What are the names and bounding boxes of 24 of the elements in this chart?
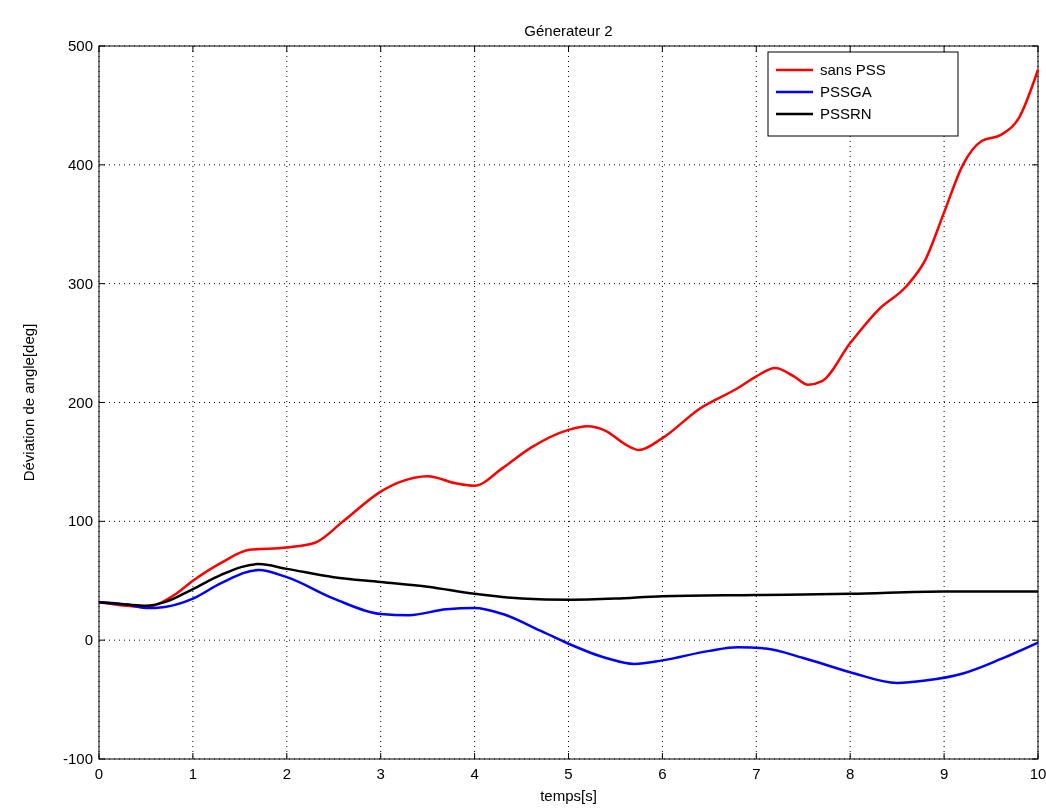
y-tick-label: -100: [62, 750, 93, 767]
x-tick-label: 10: [1029, 765, 1046, 782]
x-tick-label: 2: [282, 765, 291, 782]
y-axis-title: Déviation de angle[deg]: [20, 323, 37, 482]
x-tick-label: 9: [939, 765, 949, 782]
y-tick-label: 500: [67, 37, 93, 54]
x-tick-label: 8: [846, 765, 855, 782]
x-tick-label: 5: [564, 765, 573, 782]
chart-title: Génerateur 2: [524, 22, 613, 39]
y-tick-label: 100: [67, 512, 93, 530]
legend-label: sans PSS: [820, 61, 886, 78]
y-tick-label: 200: [67, 393, 93, 411]
x-axis-title: temps[s]: [540, 787, 597, 804]
y-tick-label: 300: [67, 274, 93, 292]
x-tick-label: 3: [376, 765, 385, 782]
x-tick-label: 4: [470, 765, 479, 782]
x-tick-label: 6: [658, 765, 667, 782]
y-tick-label: 400: [67, 155, 93, 173]
x-tick-label: 1: [188, 765, 198, 782]
y-tick-label: 0: [84, 631, 93, 649]
legend-label: PSSGA: [820, 83, 872, 100]
legend-label: PSSRN: [820, 105, 872, 122]
x-tick-label: 0: [94, 765, 104, 782]
x-tick-label: 7: [752, 765, 761, 782]
